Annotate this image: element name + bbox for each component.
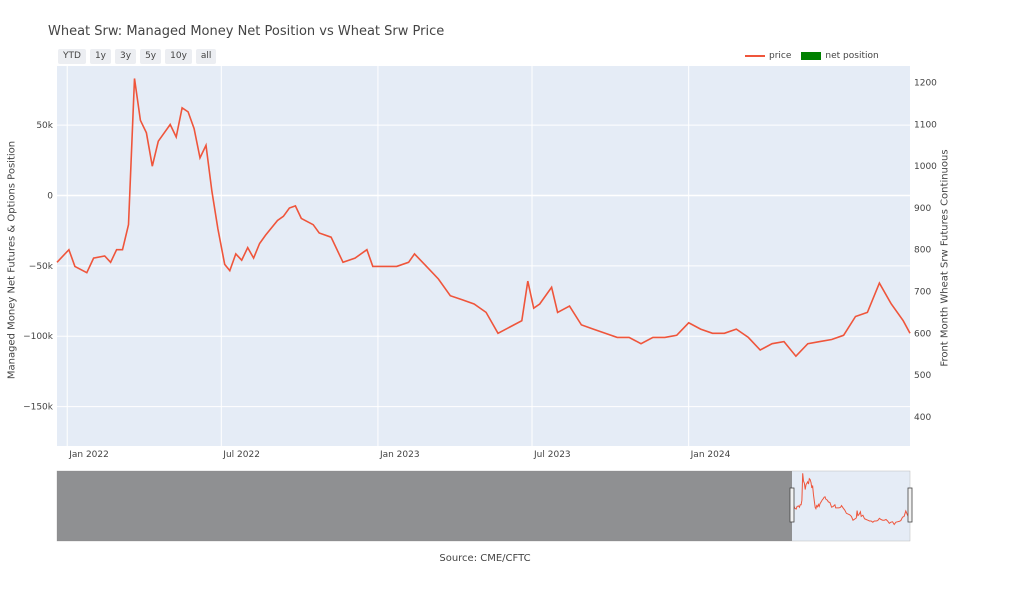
y2-axis-ticks: 1200 1100 1000 900 800 700 600 500 400 <box>914 79 937 423</box>
y2-tick-label: 1200 <box>914 79 937 89</box>
chart-title: Wheat Srw: Managed Money Net Position vs… <box>48 24 445 39</box>
rangeslider-mask-left <box>57 471 792 541</box>
x-tick-label: Jul 2022 <box>222 450 260 460</box>
y2-tick-label: 1000 <box>914 162 937 172</box>
legend-swatch-price <box>745 55 765 57</box>
y2-tick-label: 700 <box>914 287 931 297</box>
y2-tick-label: 800 <box>914 246 931 256</box>
y-tick-label: −50k <box>29 262 54 272</box>
y-axis-ticks: 50k 0 −50k −100k −150k <box>23 121 54 412</box>
legend-label-net-position: net position <box>825 51 879 61</box>
price-line <box>56 78 911 358</box>
range-button-5y[interactable]: 5y <box>140 49 162 64</box>
y2-tick-label: 600 <box>914 329 931 339</box>
legend-item-price[interactable]: price <box>745 51 791 61</box>
legend-swatch-net-position <box>801 52 822 60</box>
range-button-3y[interactable]: 3y <box>115 49 137 64</box>
range-button-all[interactable]: all <box>195 49 217 64</box>
y-tick-label: 50k <box>36 121 53 131</box>
gridlines <box>57 66 910 446</box>
legend-item-net-position[interactable]: net position <box>801 51 879 61</box>
plot-background <box>57 66 910 446</box>
legend-label-price: price <box>769 51 792 61</box>
x-tick-label: Jan 2022 <box>68 450 109 460</box>
rangeslider-price-line <box>791 473 911 526</box>
y-tick-label: −150k <box>23 403 54 413</box>
range-selector: YTD 1y 3y 5y 10y all <box>58 49 217 64</box>
y-tick-label: −100k <box>23 332 54 342</box>
x-tick-label: Jul 2023 <box>533 450 571 460</box>
range-button-1y[interactable]: 1y <box>89 49 111 64</box>
x-axis-ticks: Jan 2022 Jul 2022 Jan 2023 Jul 2023 Jan 2024 <box>68 450 730 460</box>
rangeslider-handle-left[interactable] <box>789 487 795 523</box>
range-button-10y[interactable]: 10y <box>165 49 192 64</box>
source-note: Source: CME/CFTC <box>439 553 531 564</box>
x-tick-label: Jan 2024 <box>690 450 731 460</box>
range-button-ytd[interactable]: YTD <box>58 49 86 64</box>
legend: price net position <box>745 51 883 61</box>
y2-tick-label: 500 <box>914 371 931 381</box>
rangeslider-handle-right[interactable] <box>907 487 913 523</box>
y2-tick-label: 900 <box>914 204 931 214</box>
y-tick-label: 0 <box>47 191 53 201</box>
y2-tick-label: 400 <box>914 413 931 423</box>
y2-tick-label: 1100 <box>914 120 937 130</box>
x-tick-label: Jan 2023 <box>379 450 420 460</box>
